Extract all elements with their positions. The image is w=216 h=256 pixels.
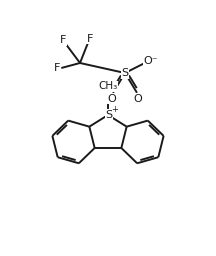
Text: F: F: [54, 63, 60, 73]
Text: O: O: [108, 94, 116, 104]
Text: CH₃: CH₃: [98, 81, 118, 91]
Text: O⁻: O⁻: [143, 56, 158, 66]
Text: S: S: [121, 68, 129, 78]
Text: S: S: [105, 110, 113, 120]
Text: F: F: [60, 35, 66, 45]
Text: F: F: [87, 34, 93, 44]
Text: O: O: [134, 94, 142, 104]
Text: +: +: [111, 105, 118, 114]
